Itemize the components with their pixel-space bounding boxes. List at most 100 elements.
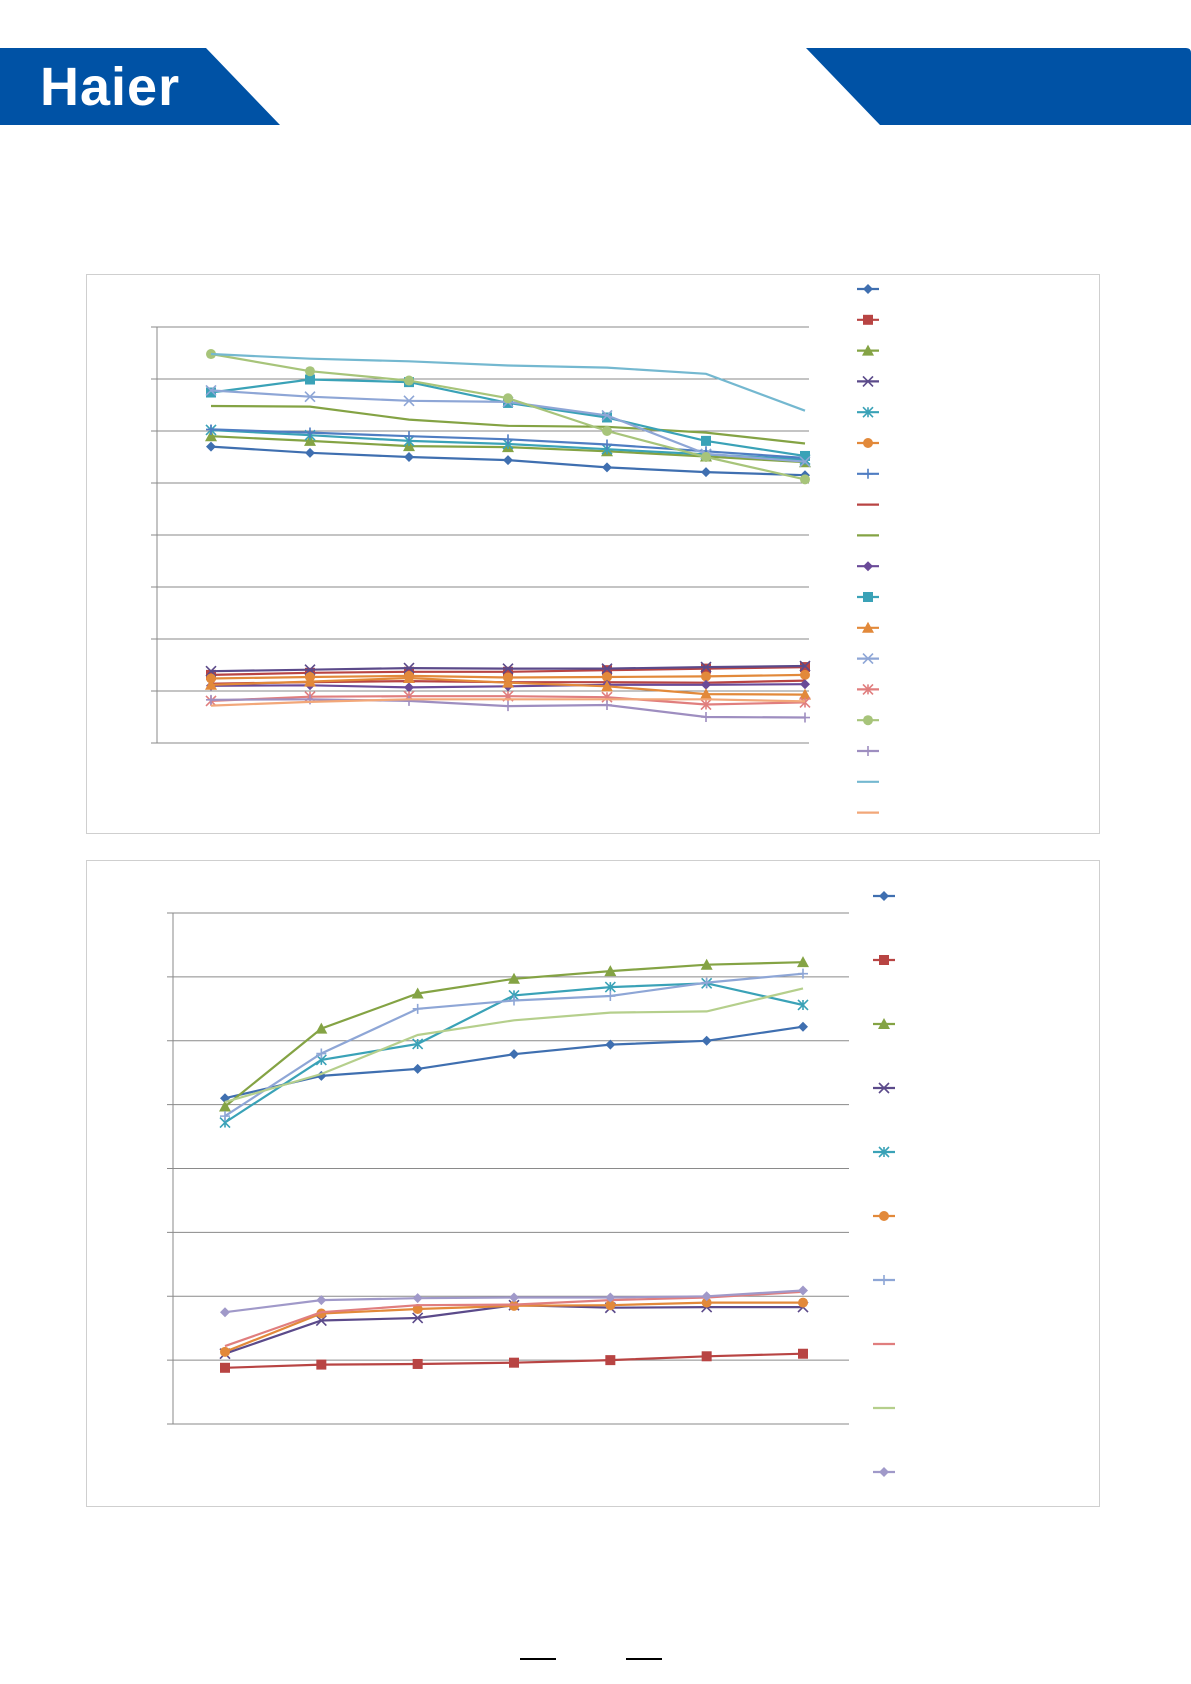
- legend-marker: [862, 375, 874, 387]
- series-line: [224, 987, 804, 1104]
- legend-item-1: [873, 891, 895, 901]
- data-point: [602, 462, 612, 473]
- data-point: [701, 1351, 712, 1362]
- data-point: [700, 688, 712, 700]
- data-point: [701, 712, 711, 722]
- data-point: [206, 694, 216, 705]
- data-point: [220, 1093, 230, 1104]
- legend-marker: [879, 955, 889, 965]
- data-point: [412, 1312, 424, 1324]
- legend-item-11: [857, 592, 879, 602]
- legend-marker: [878, 1018, 890, 1029]
- legend-item-10: [873, 1467, 895, 1477]
- data-point: [701, 1035, 712, 1046]
- line-chart-2: [167, 891, 895, 1477]
- series-10: [220, 1285, 808, 1318]
- data-point: [800, 679, 810, 690]
- series-7: [220, 968, 808, 1122]
- data-point: [508, 972, 520, 984]
- legend-marker: [879, 1275, 889, 1285]
- haier-logo: Haier: [40, 57, 181, 117]
- data-point: [404, 695, 414, 706]
- data-point: [403, 662, 415, 674]
- data-point: [412, 1003, 423, 1014]
- legend-marker: [878, 1146, 890, 1158]
- legend-marker: [862, 683, 874, 695]
- data-point: [205, 678, 217, 690]
- series-line: [224, 961, 804, 1108]
- data-point: [799, 696, 811, 709]
- data-point: [305, 427, 315, 438]
- data-point: [797, 956, 809, 968]
- legend-marker: [863, 314, 873, 325]
- data-point: [316, 1070, 327, 1081]
- legend-item-6: [873, 1211, 895, 1221]
- legend-marker: [878, 1082, 890, 1094]
- data-point: [800, 474, 810, 485]
- legend-item-13: [857, 653, 879, 665]
- data-point: [412, 1038, 424, 1050]
- legend-item-1: [857, 284, 879, 294]
- data-point: [503, 701, 513, 712]
- legend-marker: [862, 653, 874, 665]
- legend-marker: [863, 468, 873, 479]
- data-point: [605, 1355, 616, 1366]
- data-point: [799, 660, 811, 672]
- data-point: [509, 995, 519, 1006]
- data-point: [701, 671, 711, 682]
- footer-rule-left: [520, 1658, 556, 1660]
- data-point: [701, 1291, 712, 1302]
- data-point: [602, 439, 612, 450]
- data-point: [502, 663, 514, 675]
- data-point: [503, 455, 513, 466]
- legend-item-7: [873, 1275, 895, 1285]
- data-point: [799, 688, 811, 700]
- data-point: [800, 669, 810, 680]
- data-point: [701, 679, 711, 690]
- data-point: [503, 393, 513, 404]
- data-point: [403, 672, 415, 683]
- data-point: [220, 1346, 230, 1357]
- legend-marker: [863, 561, 873, 572]
- data-point: [305, 447, 315, 458]
- series-2: [220, 1348, 808, 1373]
- data-point: [404, 682, 414, 693]
- data-point: [205, 665, 217, 677]
- data-point: [601, 663, 613, 675]
- data-point: [700, 958, 713, 970]
- data-point: [605, 1292, 616, 1303]
- legend-marker: [862, 406, 874, 418]
- legend-item-4: [857, 375, 879, 387]
- chart-panel-1: [86, 274, 1100, 834]
- legend-item-7: [857, 468, 879, 479]
- data-point: [316, 1359, 327, 1370]
- data-point: [602, 671, 612, 682]
- legend-marker: [879, 891, 889, 901]
- legend-marker: [863, 438, 873, 448]
- series-17: [210, 352, 806, 412]
- data-point: [701, 467, 711, 478]
- series-6: [220, 1297, 808, 1357]
- data-point: [304, 664, 316, 676]
- data-point: [404, 431, 414, 442]
- legend-marker: [863, 715, 873, 726]
- data-point: [219, 1100, 231, 1112]
- legend-item-5: [857, 406, 879, 418]
- header-banner-left: [0, 48, 280, 125]
- legend-item-6: [857, 438, 879, 448]
- data-point: [701, 435, 711, 446]
- data-point: [701, 1297, 712, 1308]
- data-point: [701, 977, 712, 988]
- series-4: [205, 660, 811, 677]
- data-point: [316, 1048, 327, 1059]
- data-point: [206, 673, 216, 684]
- data-point: [404, 452, 414, 462]
- series-1: [220, 1021, 808, 1104]
- legend-item-3: [857, 344, 879, 356]
- data-point: [602, 412, 612, 423]
- legend-marker: [862, 344, 874, 356]
- legend-item-10: [857, 561, 879, 572]
- data-point: [206, 387, 216, 398]
- data-point: [304, 434, 316, 446]
- data-point: [798, 1021, 808, 1032]
